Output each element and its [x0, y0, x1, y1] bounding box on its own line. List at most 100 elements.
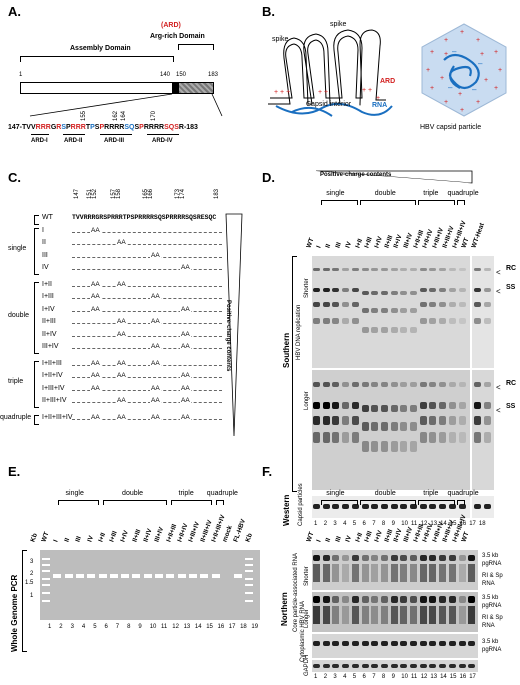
blot-band: [332, 268, 340, 271]
blot-band: [410, 405, 417, 412]
northern-band: [313, 555, 320, 561]
cyto-band: [400, 641, 408, 646]
c-group-label: quadruple: [0, 413, 32, 421]
blot-band: [380, 382, 388, 387]
aa-substitution: AA: [180, 343, 191, 350]
blot-band: [458, 432, 466, 443]
lane-number: 14: [194, 624, 202, 630]
northern-cyto: [312, 634, 478, 658]
western-band: [342, 504, 350, 509]
southern-label: Southern: [282, 332, 291, 368]
blot-band: [390, 441, 398, 452]
gapdh-band: [380, 664, 388, 668]
ard-i-label: ARD-I: [31, 138, 48, 144]
mutant-row-label: II: [42, 239, 46, 246]
blot-band: [351, 432, 359, 443]
ladder-band: [42, 570, 50, 572]
blot-band: [483, 268, 491, 271]
blot-band: [429, 268, 437, 271]
blot-band: [361, 327, 369, 333]
dash-line: [72, 231, 222, 233]
cyto-band: [380, 641, 388, 646]
group-label: triple: [423, 190, 439, 197]
e-ybracket: [22, 550, 27, 652]
kb-1: 1: [30, 593, 34, 599]
lane-label: I: [52, 538, 60, 543]
core-rna-label: Core particle-associated RNA: [293, 552, 299, 632]
gapdh-band: [371, 664, 379, 668]
mutant-row-label: II+IV: [42, 330, 57, 338]
lane-number: 6: [362, 521, 366, 527]
aa-substitution: AA: [180, 264, 191, 271]
blot-band: [429, 318, 437, 324]
dash-line: [72, 335, 222, 337]
blot-band: [429, 382, 437, 387]
blot-band: [419, 302, 427, 307]
lane-number: 17: [469, 521, 476, 527]
spike-label-2: spike: [330, 21, 347, 28]
blot-band: [458, 268, 466, 271]
blot-band: [322, 318, 330, 324]
lane-number: 2: [59, 624, 63, 630]
northern-smear: [380, 564, 388, 582]
lane-label: III: [334, 535, 343, 543]
gapdh-band: [419, 664, 427, 668]
pos-1: 1: [19, 72, 23, 78]
pcr-band: [188, 574, 197, 578]
mutant-row-label: I+IV: [42, 305, 55, 313]
lane-number: 11: [411, 521, 418, 527]
northern-smear: [351, 564, 359, 582]
group-bracket: [57, 500, 100, 505]
mutant-row-label: I+II+III+IV: [42, 413, 73, 421]
blot-band: [483, 318, 491, 324]
svg-text:+: +: [444, 99, 448, 106]
western-band: [458, 504, 466, 509]
northern-band: [458, 596, 466, 603]
aa-substitution: AA: [90, 293, 101, 300]
lane-number: 12: [420, 521, 428, 527]
ard-bracket: [178, 44, 214, 50]
pcr-band: [75, 574, 84, 578]
western-band: [439, 504, 447, 509]
lane-label: I+II: [353, 531, 364, 543]
lane-number: 4: [343, 674, 347, 680]
lane-label: II: [324, 537, 333, 543]
blot-band: [400, 291, 408, 295]
pcr-band: [64, 574, 73, 578]
blot-band: [371, 422, 379, 431]
northern-smear: [439, 564, 447, 582]
pcr-band: [234, 574, 243, 578]
lane-number: 5: [93, 624, 97, 630]
blot-band: [361, 405, 369, 412]
aa-substitution: AA: [90, 359, 101, 367]
cyto-band: [390, 641, 398, 646]
lane-number: 11: [411, 674, 418, 680]
northern-band: [332, 555, 340, 561]
blot-band: [410, 382, 417, 387]
lane-label: III+IV: [153, 526, 166, 543]
blot-band: [351, 302, 359, 307]
blot-band: [410, 291, 417, 295]
western-band: [313, 504, 320, 509]
blot-band: [322, 402, 330, 409]
gapdh-band: [458, 664, 466, 668]
northern-smear: [419, 564, 427, 582]
ladder-band: [245, 584, 254, 586]
blot-band: [410, 308, 417, 313]
blot-band: [429, 402, 437, 409]
lane-number: 10: [401, 674, 408, 680]
ladder-band: [42, 584, 50, 586]
northern-band: [429, 555, 437, 561]
gapdh-band: [448, 664, 456, 668]
dash-line: [72, 269, 222, 270]
aa-substitution: AA: [180, 413, 191, 421]
lane-label: WT: [460, 531, 471, 543]
cyto-band: [371, 641, 379, 646]
northern-band: [448, 555, 456, 561]
northern-smear: [410, 564, 417, 582]
aa-substitution: AA: [90, 226, 101, 234]
lane-number: 5: [352, 521, 357, 527]
aa-substitution: AA: [150, 397, 161, 404]
dash-line: [72, 323, 222, 324]
blot-band: [322, 302, 330, 307]
